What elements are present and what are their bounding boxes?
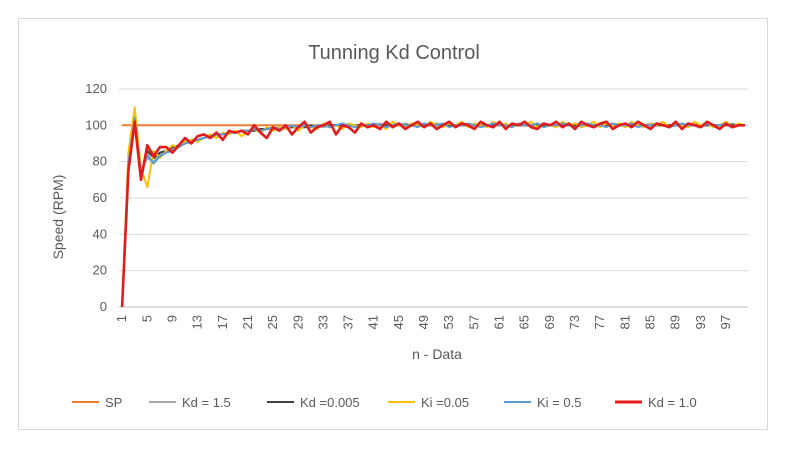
y-tick-label: 40 <box>93 226 107 241</box>
x-tick-label: 13 <box>190 315 205 329</box>
x-tick-label: 57 <box>466 315 481 329</box>
legend-label: SP <box>105 395 122 410</box>
x-tick-label: 89 <box>668 315 683 329</box>
x-tick-label: 29 <box>290 315 305 329</box>
x-tick-label: 17 <box>215 315 230 329</box>
x-tick-label: 49 <box>416 315 431 329</box>
y-tick-label: 80 <box>93 154 107 169</box>
y-axis-title: Speed (RPM) <box>50 175 66 260</box>
x-tick-label: 81 <box>617 315 632 329</box>
legend-label: Ki =0.05 <box>421 395 469 410</box>
series-line-4 <box>121 117 745 308</box>
x-tick-label: 33 <box>315 315 330 329</box>
x-tick-label: 21 <box>240 315 255 329</box>
x-tick-label: 5 <box>139 315 154 322</box>
y-tick-label: 60 <box>93 190 107 205</box>
series-lines <box>120 106 746 308</box>
x-tick-label: 45 <box>391 315 406 329</box>
legend: SP Kd = 1.5 Kd =0.005 Ki =0.05 Ki = 0.5 Kd = … <box>72 395 697 410</box>
chart-frame: Tunning Kd Control 0 20 40 60 80 100 120 1 5 9 13… <box>18 18 768 430</box>
y-tick-label: 20 <box>93 263 107 278</box>
series-line-5 <box>120 120 745 308</box>
x-tick-label: 77 <box>592 315 607 329</box>
x-tick-label: 73 <box>567 315 582 329</box>
gridlines <box>119 88 748 308</box>
series-line-1 <box>121 115 745 308</box>
x-tick-label: 25 <box>265 315 280 329</box>
series-line-3 <box>121 106 746 308</box>
series-line-2 <box>121 118 745 308</box>
x-tick-label: 69 <box>542 315 557 329</box>
line-chart: Tunning Kd Control 0 20 40 60 80 100 120 1 5 9 13… <box>50 42 748 410</box>
x-tick-label: 61 <box>492 315 507 329</box>
x-tick-label: 85 <box>643 315 658 329</box>
y-tick-labels: 0 20 40 60 80 100 120 <box>85 81 107 314</box>
legend-label: Kd =0.005 <box>300 395 360 410</box>
x-tick-label: 1 <box>114 315 129 322</box>
x-tick-label: 9 <box>164 315 179 322</box>
y-tick-label: 120 <box>85 81 107 96</box>
legend-label: Ki = 0.5 <box>537 395 581 410</box>
x-tick-label: 41 <box>366 315 381 329</box>
x-tick-label: 97 <box>718 315 733 329</box>
x-tick-label: 37 <box>341 315 356 329</box>
x-axis-title: n - Data <box>412 346 462 362</box>
y-tick-label: 0 <box>100 299 107 314</box>
legend-label: Kd = 1.0 <box>648 395 697 410</box>
x-tick-label: 65 <box>517 315 532 329</box>
x-tick-labels: 1 5 9 13 17 21 25 29 33 37 41 45 49 53 57 61 65 69 73 77 81 8… <box>114 315 733 329</box>
x-tick-label: 93 <box>693 315 708 329</box>
legend-label: Kd = 1.5 <box>182 395 231 410</box>
x-tick-label: 53 <box>441 315 456 329</box>
chart-title: Tunning Kd Control <box>308 42 480 64</box>
y-tick-label: 100 <box>85 117 107 132</box>
